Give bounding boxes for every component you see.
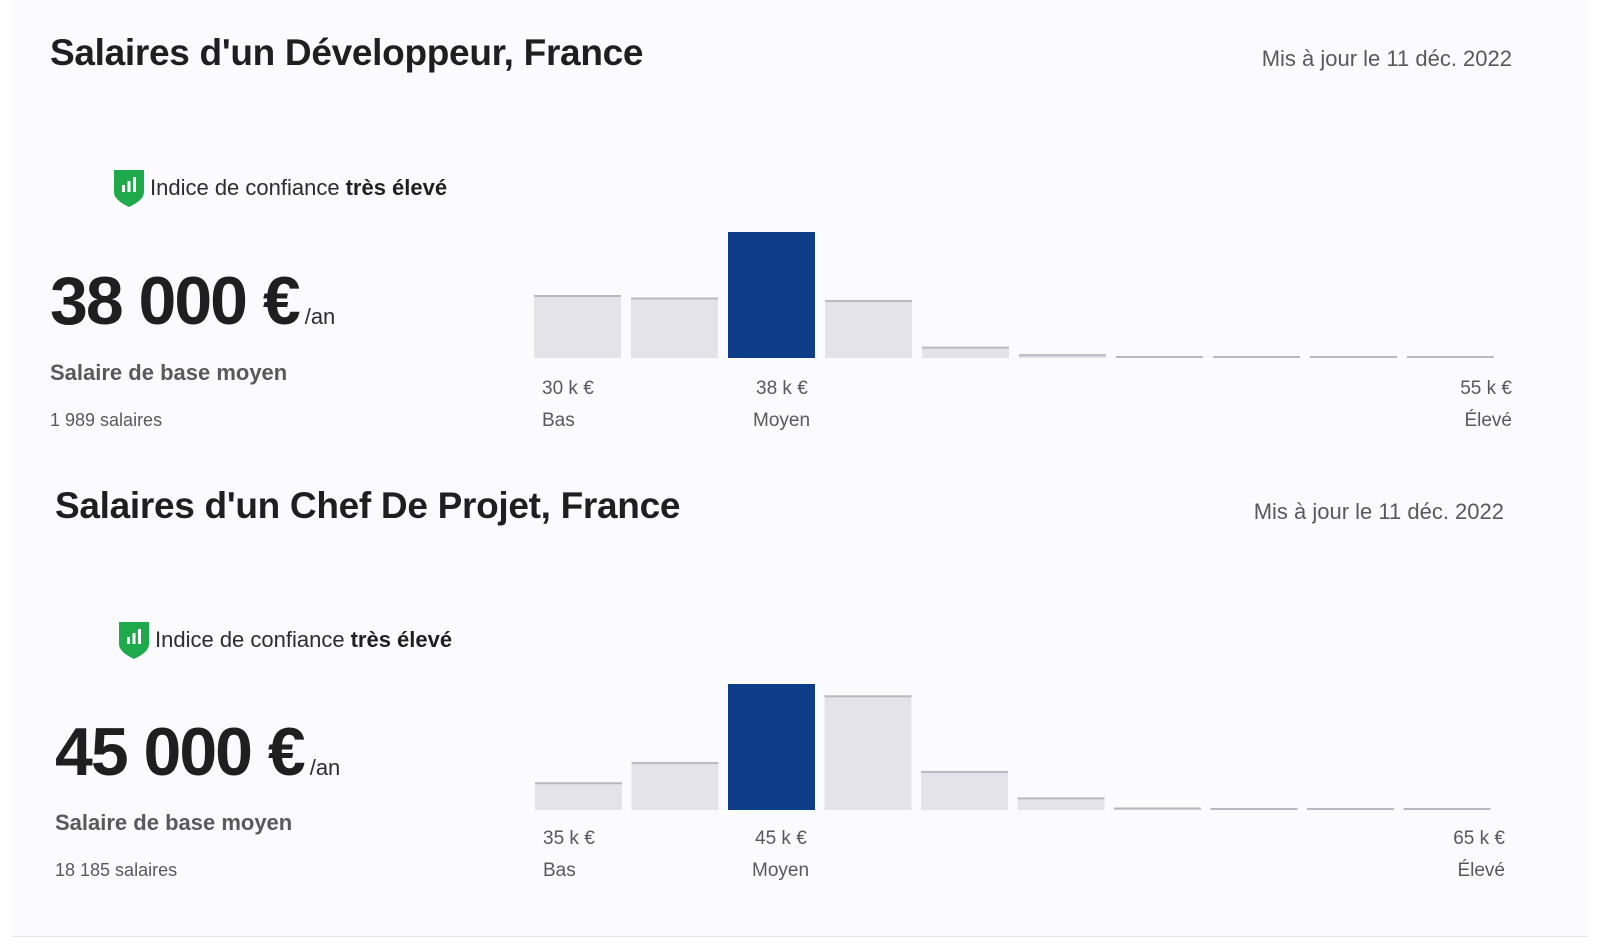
confidence-prefix: Indice de confiance <box>150 175 340 200</box>
tick-high-label: Élevé <box>1457 860 1505 881</box>
histogram-bar <box>1114 807 1201 810</box>
histogram-bar <box>921 770 1008 810</box>
salary-distribution-chart <box>535 684 1491 810</box>
confidence-index: Indice de confiance très élevé <box>112 168 447 208</box>
salary-count: 1 989 salaires <box>50 410 163 430</box>
section-title: Salaires d'un Chef De Projet, France <box>55 485 681 526</box>
tick-mid-label: Moyen <box>753 410 811 431</box>
histogram-bar <box>1116 356 1203 358</box>
histogram-bar <box>1407 356 1494 358</box>
salary-distribution-chart <box>534 232 1494 358</box>
tick-mid-label: Moyen <box>752 860 810 881</box>
tick-low-label: Bas <box>542 410 575 431</box>
confidence-index: Indice de confiance très élevé <box>117 620 452 660</box>
histogram-bar <box>825 300 912 358</box>
salary-period: /an <box>309 755 341 780</box>
histogram-bar <box>922 346 1009 358</box>
tick-mid-value: 38 k € <box>756 378 808 399</box>
confidence-level: très élevé <box>350 627 453 652</box>
histogram-bar-highlighted <box>728 232 815 358</box>
histogram-bar-highlighted <box>728 684 815 810</box>
confidence-prefix: Indice de confiance <box>155 627 345 652</box>
tick-mid-value: 45 k € <box>755 828 807 849</box>
salary-amount-row: 45 000 € /an <box>55 713 340 791</box>
updated-date: Mis à jour le 11 déc. 2022 <box>1261 46 1512 71</box>
base-salary-label: Salaire de base moyen <box>55 810 293 835</box>
histogram-bar <box>1017 797 1105 810</box>
histogram-bar <box>631 297 718 358</box>
salary-amount: 45 000 € <box>55 714 306 790</box>
salary-amount-row: 38 000 € /an <box>50 262 335 340</box>
histogram-bar <box>1213 356 1300 358</box>
tick-high-value: 65 k € <box>1453 828 1505 849</box>
tick-high-value: 55 k € <box>1460 378 1512 399</box>
green-shield-bar-chart-icon <box>112 168 146 208</box>
green-shield-bar-chart-icon <box>117 620 151 660</box>
histogram-bar <box>1210 808 1298 810</box>
histogram-bar <box>534 295 621 358</box>
histogram-bar <box>824 695 912 810</box>
base-salary-label: Salaire de base moyen <box>50 360 288 385</box>
histogram-bar <box>1403 808 1491 810</box>
salary-card: Salaires d'un Développeur, France Mis à … <box>12 0 1588 937</box>
salary-count: 18 185 salaires <box>55 860 178 880</box>
salary-amount: 38 000 € <box>50 263 301 339</box>
updated-date: Mis à jour le 11 déc. 2022 <box>1253 499 1504 524</box>
histogram-bar <box>535 782 622 810</box>
tick-low-value: 35 k € <box>543 828 595 849</box>
histogram-bar <box>1307 808 1394 810</box>
salary-section-developpeur: Salaires d'un Développeur, France Mis à … <box>12 0 1588 460</box>
salary-period: /an <box>304 304 336 329</box>
section-title: Salaires d'un Développeur, France <box>50 32 644 73</box>
confidence-level: très élevé <box>345 175 448 200</box>
tick-high-label: Élevé <box>1464 410 1512 431</box>
tick-low-value: 30 k € <box>542 378 594 399</box>
salary-section-chef-de-projet: Salaires d'un Chef De Projet, France Mis… <box>12 452 1588 912</box>
histogram-bar <box>1019 354 1106 358</box>
histogram-bar <box>1310 356 1397 358</box>
tick-low-label: Bas <box>543 860 576 881</box>
histogram-bar <box>631 762 719 810</box>
